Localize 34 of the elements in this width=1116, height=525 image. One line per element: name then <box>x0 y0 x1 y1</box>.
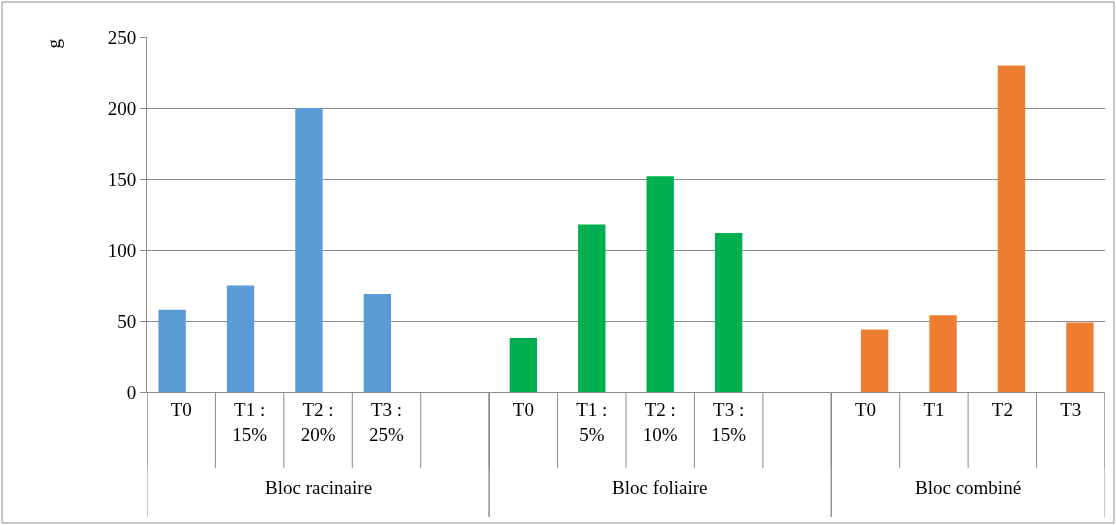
bar <box>714 232 743 392</box>
text: Bloc racinaire <box>265 477 373 498</box>
y-tick-label: 200 <box>107 97 137 119</box>
text: Bloc foliaire <box>612 477 708 498</box>
bar <box>158 309 186 392</box>
y-tick-label: 0 <box>126 381 137 403</box>
y-axis-title: g <box>42 38 64 49</box>
text: Bloc combiné <box>915 477 1022 498</box>
bar <box>363 294 392 392</box>
x-tick-label: T1 : 15% <box>232 398 268 445</box>
x-tick-label: T1 <box>923 398 945 420</box>
bar <box>226 285 255 392</box>
bar <box>646 176 674 392</box>
x-tick-label: T2 <box>991 398 1013 420</box>
bar <box>997 65 1026 392</box>
y-tick-label: 250 <box>107 26 137 48</box>
x-tick-label: T0 <box>854 398 877 420</box>
bar <box>295 108 323 392</box>
x-tick-label: T3 <box>1060 398 1082 420</box>
y-tick-label: 150 <box>107 168 137 190</box>
bar <box>578 224 606 392</box>
bar <box>929 315 957 392</box>
x-tick-label: T2 : 10% <box>642 398 678 445</box>
x-tick-label: T2 : 20% <box>300 398 336 445</box>
bar <box>509 338 538 392</box>
x-tick-label: T3 : 25% <box>369 398 405 445</box>
x-tick-label: T0 <box>170 398 192 420</box>
x-tick-label: T0 <box>512 398 534 420</box>
y-tick-label: 50 <box>117 310 137 332</box>
bar <box>1066 322 1094 392</box>
y-tick-label: 100 <box>107 239 137 261</box>
bar <box>860 329 889 392</box>
x-tick-label: T1 : 5% <box>576 398 608 445</box>
x-tick-label: T3 : 15% <box>711 398 747 445</box>
